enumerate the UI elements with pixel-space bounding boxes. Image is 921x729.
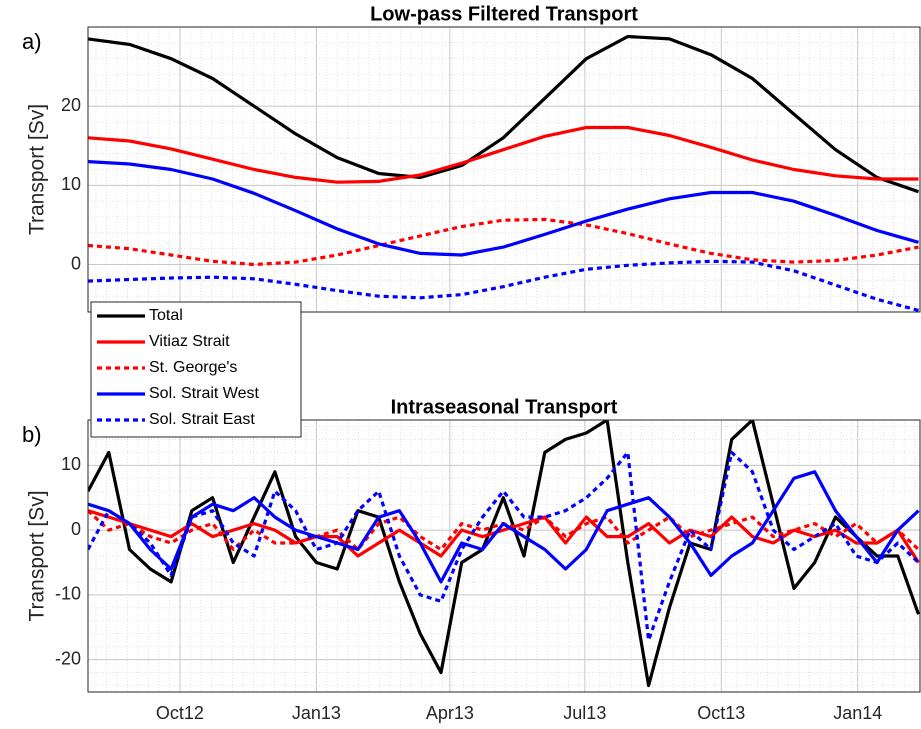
series-line (88, 125, 919, 184)
y-axis-label: Transport [Sv] (26, 490, 49, 621)
x-tick-label: Oct12 (156, 703, 204, 723)
legend-label: Sol. Strait East (149, 411, 255, 428)
x-tick-label: Jul13 (563, 703, 606, 723)
x-tick-label: Oct13 (697, 703, 745, 723)
chart-title: Low-pass Filtered Transport (370, 3, 638, 25)
x-tick-label: Jan14 (833, 703, 882, 723)
series-line (88, 259, 919, 312)
y-tick-label: 20 (61, 95, 81, 115)
y-tick-label: 0 (71, 519, 81, 539)
x-tick-label: Jan13 (292, 703, 341, 723)
y-tick-label: 10 (61, 454, 81, 474)
axes-box (87, 26, 921, 313)
y-tick-label: -20 (55, 648, 81, 668)
x-tick-label: Apr13 (426, 703, 474, 723)
panel-label: b) (22, 422, 42, 447)
series-group (88, 34, 920, 312)
y-tick-label: 0 (71, 253, 81, 273)
series-line (88, 160, 919, 257)
series-line (88, 470, 920, 584)
legend-label: Sol. Strait West (149, 385, 260, 402)
series-line (88, 217, 919, 267)
y-tick-label: -10 (55, 584, 81, 604)
y-tick-label: 10 (61, 174, 81, 194)
legend-label: St. George's (149, 359, 237, 376)
plot-area (88, 420, 920, 692)
y-axis-label: Transport [Sv] (26, 104, 49, 235)
legend-label: Vitiaz Strait (149, 333, 230, 350)
legend-label: Total (149, 307, 183, 324)
chart-title: Intraseasonal Transport (391, 396, 618, 418)
series-group (88, 420, 920, 688)
axes-box (87, 419, 921, 693)
panel-label: a) (22, 29, 42, 54)
series-line (88, 34, 920, 194)
series-line (88, 450, 920, 642)
